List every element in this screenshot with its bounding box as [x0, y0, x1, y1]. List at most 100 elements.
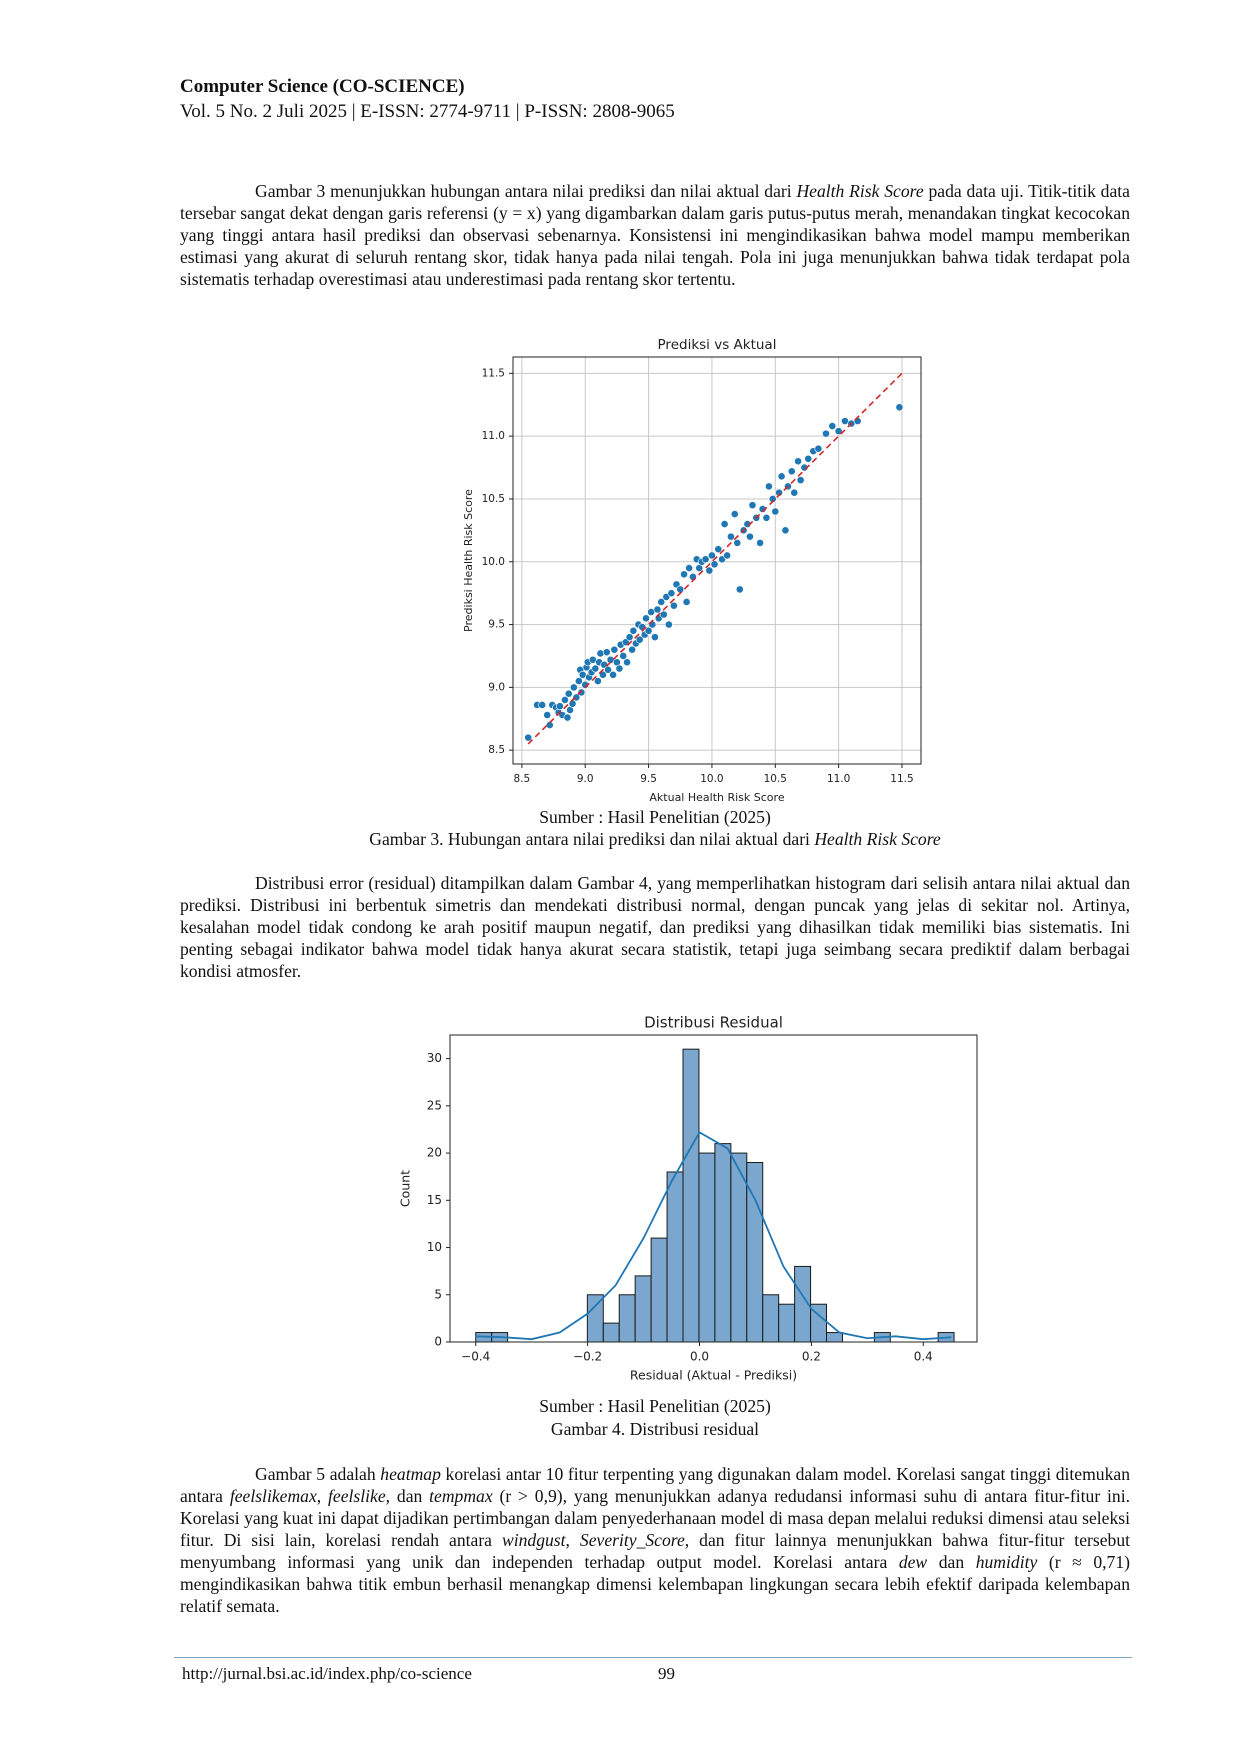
scatter-point [756, 539, 764, 547]
scatter-point [659, 610, 668, 619]
text-run: , [565, 1530, 580, 1550]
text-run: korelasi antar 10 fitur terpenting yang … [180, 1464, 1130, 1506]
y-tick-label: 10 [427, 1240, 442, 1254]
scatter-point [777, 472, 786, 481]
text-run: Gambar 3 menunjukkan hubungan antara nil… [255, 181, 797, 201]
scatter-point [568, 699, 577, 708]
y-tick-label: 10.5 [482, 493, 505, 505]
scatter-point [787, 467, 796, 476]
scatter-point [705, 566, 714, 575]
text-run: dew [898, 1552, 928, 1572]
x-tick-label: 0.0 [690, 1350, 709, 1364]
scatter-point [828, 422, 837, 430]
x-axis-label: Residual (Aktual - Prediksi) [630, 1368, 797, 1383]
histogram-bar [778, 1303, 796, 1343]
text-run: , [316, 1486, 329, 1506]
text-run: windgust [501, 1530, 566, 1550]
scatter-point [644, 626, 653, 635]
paragraph: Gambar 5 adalah heatmap korelasi antar 1… [180, 1463, 1130, 1617]
scatter-point [563, 713, 572, 722]
scatter-point [664, 620, 673, 629]
chart-title: Distribusi Residual [644, 1014, 783, 1032]
plot-frame [449, 1034, 978, 1343]
text-run: , dan [385, 1486, 430, 1506]
scatter-point [635, 635, 644, 644]
scatter-point [572, 693, 581, 702]
y-tick-label: 20 [427, 1146, 442, 1160]
scatter-point [746, 532, 754, 541]
text-run: Health Risk Score [796, 181, 924, 201]
paragraph: Gambar 3 menunjukkan hubungan antara nil… [180, 180, 1130, 290]
scatter-point [625, 633, 634, 642]
scatter-point [574, 677, 583, 685]
x-tick-label: 9.0 [577, 773, 594, 785]
journal-title: Computer Science (CO-SCIENCE) [180, 76, 465, 97]
reference-line [527, 372, 903, 745]
x-tick-label: 11.5 [890, 773, 913, 785]
scatter-point [676, 585, 685, 594]
scatter-point [723, 551, 732, 560]
scatter-point [642, 614, 650, 623]
page-number: 99 [658, 1664, 675, 1683]
histogram-bar [602, 1322, 620, 1343]
text-run: heatmap [380, 1464, 441, 1484]
y-axis-label: Prediksi Health Risk Score [462, 489, 475, 632]
histogram-bar [714, 1143, 732, 1343]
scatter-point [781, 526, 790, 535]
text-run: pada data uji. Titik-titik data tersebar… [180, 181, 1130, 289]
scatter-point [593, 677, 602, 685]
text-run: feelslike [328, 1486, 386, 1506]
x-tick-label: 9.5 [640, 773, 657, 785]
scatter-point [804, 454, 813, 463]
text-run: Gambar 5 adalah [255, 1464, 381, 1484]
y-tick-label: 9.0 [488, 681, 505, 693]
x-axis-label: Aktual Health Risk Score [649, 791, 784, 804]
figure-caption: Gambar 4. Distribusi residual [180, 1418, 1130, 1440]
scatter-point [701, 555, 710, 564]
scatter-point [561, 696, 569, 704]
x-tick-label: 0.4 [914, 1350, 933, 1364]
scatter-point [596, 649, 605, 658]
scatter-point [623, 658, 631, 667]
scatter-point [733, 539, 742, 547]
scatter-point [748, 501, 757, 510]
paragraph: Distribusi error (residual) ditampilkan … [180, 872, 1130, 982]
scatter-point [629, 626, 638, 635]
text-run: Gambar 4. Distribusi residual [550, 1419, 760, 1439]
scatter-point [538, 701, 547, 709]
x-tick-label: 8.5 [514, 773, 531, 785]
scatter-point [609, 670, 617, 679]
scatter-point [790, 488, 799, 497]
y-tick-label: 9.5 [488, 619, 505, 631]
scatter-point [834, 427, 843, 436]
figure-source: Sumber : Hasil Penelitian (2025) [539, 807, 771, 827]
y-tick-label: 25 [427, 1098, 442, 1112]
scatter-point [762, 513, 771, 522]
text-run: tempmax [429, 1486, 493, 1506]
scatter-point [555, 702, 564, 711]
scatter-point [682, 598, 691, 606]
scatter-point [710, 560, 719, 569]
footer-url: http://jurnal.bsi.ac.id/index.php/co-sci… [182, 1664, 472, 1683]
plot-frame [512, 356, 922, 765]
scatter-point [670, 601, 678, 610]
scatter-point [796, 476, 805, 485]
histogram-bar [826, 1332, 843, 1343]
journal-issue: Vol. 5 No. 2 Juli 2025 | E-ISSN: 2774-97… [180, 101, 675, 122]
scatter-point [714, 545, 723, 554]
chart-title: Prediksi vs Aktual [658, 337, 777, 353]
histogram-bar [698, 1152, 716, 1343]
text-run: (r > 0,9), yang menunjukkan adanya redud… [180, 1486, 1131, 1550]
kde-curve [475, 1131, 952, 1341]
text-run: Health Risk Score [814, 829, 941, 849]
x-tick-label: 10.0 [700, 773, 723, 785]
scatter-point [822, 429, 830, 438]
y-tick-label: 15 [427, 1193, 442, 1207]
histogram-bar [634, 1275, 652, 1343]
scatter-point [648, 620, 657, 629]
scatter-point [628, 645, 637, 654]
text-run: Gambar 3. Hubungan antara nilai prediksi… [369, 829, 815, 849]
y-tick-label: 11.5 [482, 367, 505, 379]
histogram-bar [762, 1294, 780, 1343]
